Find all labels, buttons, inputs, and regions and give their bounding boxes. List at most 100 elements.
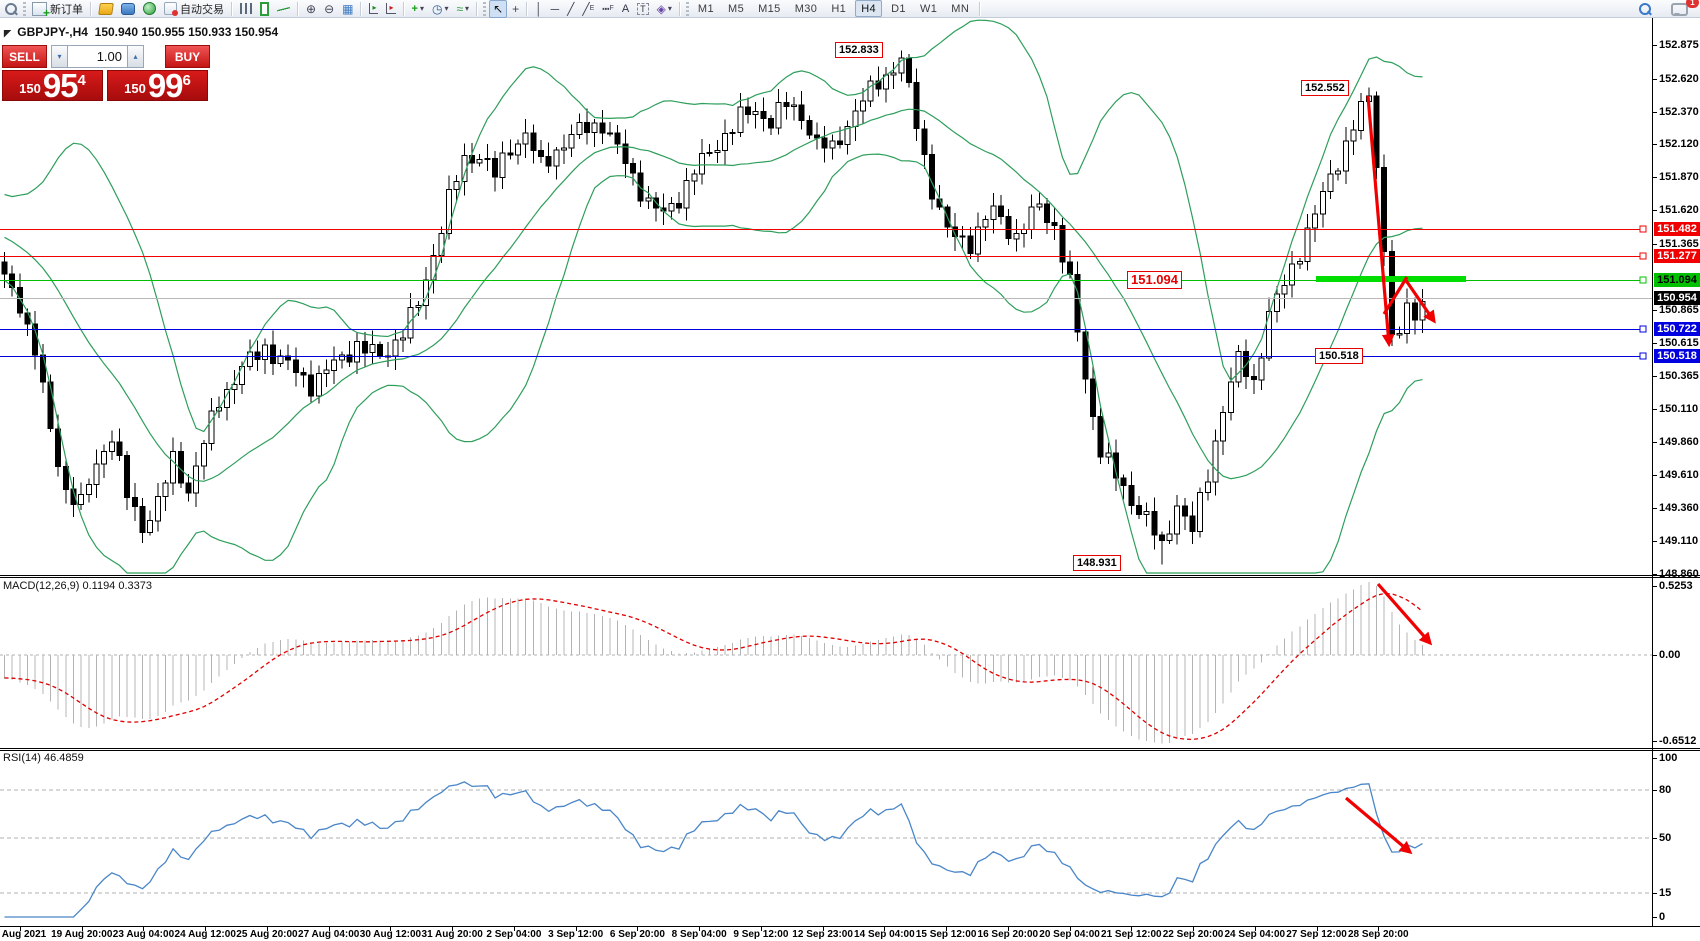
sell-button[interactable]: SELL	[2, 45, 47, 68]
new-chart-button[interactable]: + ▾	[409, 1, 427, 17]
trendline-tool-button[interactable]: ╱	[564, 1, 577, 17]
search-icon	[1639, 3, 1651, 15]
vertical-line-tool-button[interactable]: │	[532, 1, 546, 17]
crosshair-tool-button[interactable]: +	[509, 1, 522, 17]
autotrade-button[interactable]: 自动交易	[161, 1, 227, 17]
fibonacci-tool-button[interactable]: ┅ F	[599, 1, 617, 17]
indicator-icon: ≈	[456, 1, 464, 16]
notification-badge: 1	[1686, 0, 1699, 8]
magnifier-glyph	[5, 2, 17, 15]
fibonacci-icon: ┅	[602, 1, 610, 16]
toolbar-separator	[297, 1, 299, 16]
market-button[interactable]	[96, 1, 116, 17]
chat-icon	[1671, 2, 1688, 16]
toolbar-separator	[360, 1, 363, 16]
label-tool-icon: T	[637, 2, 649, 15]
timeframe-button-w1[interactable]: W1	[919, 2, 938, 15]
chevron-down-icon: ▾	[465, 4, 470, 13]
horizontal-line-icon: ─	[550, 1, 560, 16]
buy-price-box[interactable]: 150 99 6	[107, 67, 208, 104]
text-tool-icon: A	[621, 2, 630, 15]
timeframe-button-m15[interactable]: M15	[758, 2, 781, 15]
candlestick-icon	[260, 1, 269, 16]
search-button[interactable]	[1636, 1, 1654, 17]
timeframe-button-m30[interactable]: M30	[794, 2, 818, 15]
indicators-button[interactable]: ≈ ▾	[453, 1, 472, 17]
line-chart-button[interactable]	[274, 1, 293, 17]
bar-chart-icon	[240, 3, 252, 14]
zoom-in-icon: ⊕	[306, 1, 317, 16]
sell-price-sup: 4	[77, 72, 86, 89]
timeframe-button-m5[interactable]: M5	[728, 2, 745, 15]
bar-chart-button[interactable]	[237, 1, 255, 17]
sell-price-box[interactable]: 150 95 4	[2, 67, 103, 104]
text-tool-button[interactable]: A	[619, 1, 632, 17]
toolbar-separator	[678, 1, 681, 16]
main-toolbar: 新订单 自动交易 ⊕ ⊖ ▦ ▸ ▸ +▾ ◷▾ ≈▾ ↖ + │ ─ ╱ ╱E…	[0, 0, 1700, 20]
trendline-icon: ╱	[567, 1, 575, 16]
toolbar-grip	[685, 1, 689, 16]
volume-decrease-button[interactable]: ▾	[51, 45, 68, 68]
candlestick-chart-button[interactable]	[257, 1, 272, 17]
timeframe-button-h1[interactable]: H1	[831, 2, 847, 15]
profile-icon	[121, 2, 135, 15]
volume-stepper: ▾ 1.00 ▴	[51, 45, 144, 68]
tile-windows-icon: ▦	[342, 1, 354, 16]
signal-icon	[143, 2, 156, 15]
periods-button[interactable]: ◷ ▾	[429, 1, 452, 17]
new-chart-icon: +	[411, 2, 418, 15]
fibonacci-letter: F	[609, 5, 614, 12]
timeframe-button-d1[interactable]: D1	[891, 2, 906, 15]
notifications-button[interactable]: 1	[1656, 0, 1699, 17]
shapes-tool-button[interactable]: ◈ ▾	[654, 1, 675, 17]
zoom-out-button[interactable]: ⊖	[321, 1, 337, 17]
toolbar-separator	[90, 1, 92, 16]
auto-scroll-button[interactable]: ▸	[366, 1, 381, 17]
label-tool-button[interactable]: T	[634, 1, 652, 17]
line-chart-icon	[275, 2, 292, 15]
horizontal-line-tool-button[interactable]: ─	[548, 1, 563, 17]
volume-increase-button[interactable]: ▴	[127, 45, 144, 68]
clock-icon: ◷	[431, 1, 443, 16]
profile-button[interactable]	[118, 1, 138, 17]
timeframe-group: M1 M5 M15 M30 H1 H4 D1 W1 MN	[691, 0, 976, 17]
zoom-in-button[interactable]: ⊕	[303, 1, 319, 17]
new-order-icon	[32, 1, 50, 20]
chart-shift-icon: ▸	[386, 3, 396, 14]
buy-price-prefix: 150	[124, 81, 146, 96]
magnifier-icon[interactable]	[2, 1, 20, 17]
sell-price-prefix: 150	[19, 81, 41, 96]
vertical-line-icon: │	[535, 1, 543, 16]
market-icon	[98, 2, 114, 15]
channel-icon: ╱	[582, 1, 590, 16]
toolbar-separator	[526, 1, 529, 16]
zoom-out-icon: ⊖	[324, 1, 335, 16]
timeframe-button-mn[interactable]: MN	[951, 2, 970, 15]
buy-price-big: 99	[147, 67, 184, 104]
channel-tool-button[interactable]: ╱ E	[579, 1, 597, 17]
chevron-down-icon: ▾	[667, 4, 672, 13]
trade-panel-price-row: 150 95 4 150 99 6	[2, 67, 210, 104]
toolbar-grip	[483, 1, 487, 16]
trade-panel-top-row: SELL ▾ 1.00 ▴ BUY	[2, 45, 210, 68]
autotrade-label: 自动交易	[180, 3, 224, 16]
timeframe-button-h4[interactable]: H4	[855, 0, 883, 17]
cursor-icon: ↖	[493, 1, 504, 16]
volume-field[interactable]: 1.00	[68, 45, 127, 68]
one-click-trade-panel: SELL ▾ 1.00 ▴ BUY 150 95 4 150 99 6	[2, 45, 210, 104]
timeframe-button-m1[interactable]: M1	[697, 2, 714, 15]
chart-shift-button[interactable]: ▸	[383, 1, 398, 17]
new-order-button[interactable]: 新订单	[29, 1, 86, 20]
cursor-tool-button[interactable]: ↖	[489, 0, 508, 18]
auto-scroll-icon: ▸	[369, 3, 379, 14]
shapes-icon: ◈	[656, 1, 666, 16]
tile-windows-button[interactable]: ▦	[339, 1, 356, 17]
toolbar-separator	[402, 1, 405, 16]
sell-price-big: 95	[42, 67, 79, 104]
toolbar-grip	[23, 1, 26, 16]
buy-button[interactable]: BUY	[165, 45, 210, 68]
buy-price-sup: 6	[182, 72, 191, 89]
signals-button[interactable]	[140, 1, 159, 17]
